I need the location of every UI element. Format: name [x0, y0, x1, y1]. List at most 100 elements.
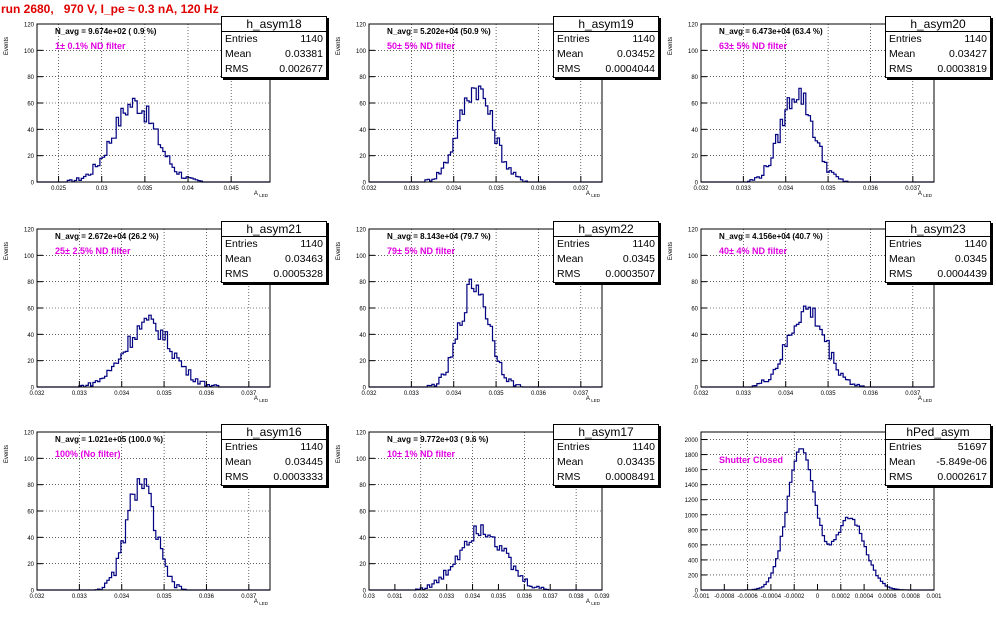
- y-tick-label: 100: [688, 49, 699, 55]
- stats-row-entries: Entries 1140: [222, 237, 326, 252]
- stats-box: h_asym21 Entries 1140 Mean 0.03463 RMS 0.00053…: [221, 221, 327, 283]
- histogram-line: [701, 305, 934, 388]
- stats-box: h_asym18 Entries 1140 Mean 0.03381 RMS 0.00267…: [221, 16, 327, 78]
- stats-value: 0.03435: [617, 456, 655, 468]
- x-tick-label: 0.034: [446, 391, 462, 397]
- stats-value: 1140: [300, 441, 323, 453]
- y-tick-label: 0: [31, 181, 35, 187]
- x-tick-label: -0.0008: [714, 594, 735, 600]
- y-tick-label: 100: [24, 49, 35, 55]
- y-tick-label: 20: [359, 154, 366, 160]
- histogram-pad-h_asym23: 0 20 40 60 80 100 120 0.032 0.033 0.034 0.035 0.036…: [664, 219, 996, 420]
- stats-value: 0.0003819: [937, 63, 987, 75]
- stats-label: Mean: [889, 48, 916, 60]
- x-tick-label: 0.036: [199, 594, 215, 600]
- x-tick-label: 0.035: [491, 594, 507, 600]
- y-tick-label: 60: [27, 102, 34, 108]
- x-tick-label: -0.0006: [737, 594, 758, 600]
- stats-label: Mean: [225, 253, 252, 265]
- y-tick-label: 0: [695, 386, 699, 392]
- histogram-plot: 0 20 40 60 80 100 120 0.032 0.033 0.034 0.035 0.036…: [668, 228, 935, 403]
- y-tick-label: 600: [688, 543, 699, 549]
- y-tick-label: 120: [356, 23, 367, 29]
- x-tick-label: 0.025: [51, 186, 67, 192]
- y-tick-label: 1400: [685, 483, 699, 489]
- stats-row-mean: Mean 0.03452: [554, 47, 658, 62]
- stats-label: RMS: [889, 471, 913, 483]
- stats-box: h_asym17 Entries 1140 Mean 0.03435 RMS 0.00084…: [553, 424, 659, 486]
- histogram-line: [37, 314, 270, 388]
- histogram-line: [369, 524, 602, 591]
- y-tick-label: 60: [27, 510, 34, 516]
- filter-annotation: 50± 5% ND filter: [387, 41, 455, 51]
- histogram-plot: 0 20 40 60 80 100 120 0.025 0.03 0.035 0.04 0.045 Ev…: [4, 23, 271, 198]
- histogram-pad-h_asym17: 0 20 40 60 80 100 120 0.03 0.031 0.032 0.033 0.034 0…: [332, 422, 664, 623]
- y-tick-label: 120: [688, 23, 699, 29]
- stats-label: Mean: [557, 253, 584, 265]
- x-tick-label: 0.034: [778, 186, 794, 192]
- stats-value: 0.0003507: [605, 268, 655, 280]
- stats-label: RMS: [889, 63, 913, 75]
- x-tick-label: -0.001: [692, 594, 710, 600]
- stats-label: Entries: [889, 441, 922, 453]
- stats-label: Entries: [557, 33, 590, 45]
- stats-label: RMS: [557, 63, 581, 75]
- x-tick-label: 0.04: [182, 186, 194, 192]
- navg-annotation: N_avg = 8.143e+04 (79.7 %): [387, 232, 491, 241]
- y-tick-label: 800: [688, 528, 699, 534]
- filter-annotation: Shutter Closed: [719, 455, 784, 465]
- y-tick-label: 0: [31, 589, 35, 595]
- stats-label: Entries: [557, 238, 590, 250]
- stats-value: 0.03427: [949, 48, 987, 60]
- stats-label: Mean: [557, 456, 584, 468]
- stats-row-mean: Mean 0.0345: [886, 252, 990, 267]
- x-tick-label: 0.032: [29, 391, 45, 397]
- y-tick-label: 0: [695, 181, 699, 187]
- stats-value: 1140: [632, 33, 655, 45]
- y-tick-label: 80: [691, 75, 698, 81]
- x-tick-label: 0.039: [594, 594, 610, 600]
- histogram-pad-h_asym19: 0 20 40 60 80 100 120 0.032 0.033 0.034 0.035 0.036…: [332, 14, 664, 215]
- x-tick-label: 0.035: [157, 391, 173, 397]
- x-tick-label: 0.033: [404, 391, 420, 397]
- x-tick-label: 0.036: [863, 391, 879, 397]
- histogram-name: h_asym19: [554, 17, 658, 32]
- histogram-plot: 0 200 400 600 800 1000 1200 1400 1600 1800 2000 -0.…: [685, 431, 942, 600]
- histogram-line: [37, 97, 270, 183]
- histogram-name: h_asym20: [886, 17, 990, 32]
- y-tick-label: 1200: [685, 498, 699, 504]
- y-tick-label: 200: [688, 573, 699, 579]
- y-tick-label: 40: [359, 333, 366, 339]
- x-axis-title: A LED: [586, 396, 601, 403]
- filter-annotation: 100% (No filter): [55, 449, 121, 459]
- x-tick-label: 0.032: [29, 594, 45, 600]
- x-tick-label: 0.031: [387, 594, 403, 600]
- y-tick-label: 40: [359, 128, 366, 134]
- stats-row-mean: Mean -5.849e-06: [886, 455, 990, 470]
- y-tick-label: 60: [691, 102, 698, 108]
- x-axis-title: A LED: [254, 396, 269, 403]
- navg-annotation: N_avg = 9.772e+03 ( 9.6 %): [387, 435, 489, 444]
- x-tick-label: 0.036: [863, 186, 879, 192]
- stats-row-entries: Entries 1140: [222, 32, 326, 47]
- stats-label: RMS: [225, 63, 249, 75]
- x-tick-label: 0.033: [72, 594, 88, 600]
- histogram-plot: 0 20 40 60 80 100 120 0.03 0.031 0.032 0.033 0.034 0…: [336, 431, 610, 607]
- y-tick-label: 0: [363, 386, 367, 392]
- x-tick-label: 0.035: [489, 391, 505, 397]
- y-tick-label: 60: [359, 307, 366, 313]
- stats-label: Mean: [557, 48, 584, 60]
- filter-annotation: 63± 5% ND filter: [719, 41, 787, 51]
- stats-row-mean: Mean 0.03435: [554, 455, 658, 470]
- stats-row-entries: Entries 1140: [886, 32, 990, 47]
- histogram-pad-h_asym20: 0 20 40 60 80 100 120 0.032 0.033 0.034 0.035 0.036…: [664, 14, 996, 215]
- stats-row-rms: RMS 0.0004439: [886, 267, 990, 282]
- x-tick-label: 0.037: [905, 391, 921, 397]
- stats-value: 1140: [964, 33, 987, 45]
- histogram-line: [37, 478, 270, 591]
- histogram-name: h_asym18: [222, 17, 326, 32]
- y-tick-label: 40: [27, 333, 34, 339]
- y-tick-label: 40: [27, 128, 34, 134]
- x-tick-label: 0.045: [224, 186, 240, 192]
- stats-value: 1140: [300, 33, 323, 45]
